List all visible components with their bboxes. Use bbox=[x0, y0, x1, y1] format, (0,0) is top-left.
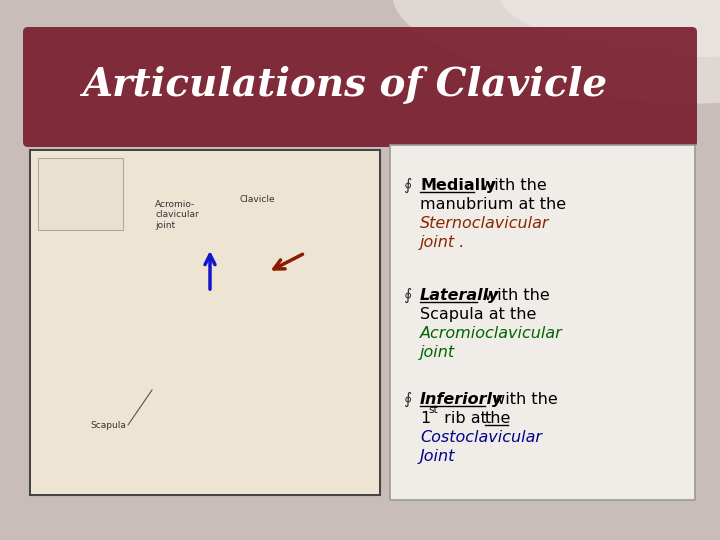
Text: with the: with the bbox=[479, 288, 550, 303]
Text: 1: 1 bbox=[420, 411, 431, 426]
Text: ∮: ∮ bbox=[403, 288, 411, 303]
Text: ∮: ∮ bbox=[403, 392, 411, 407]
FancyBboxPatch shape bbox=[23, 27, 697, 147]
Text: with the: with the bbox=[476, 178, 546, 193]
Text: st: st bbox=[428, 405, 438, 415]
Ellipse shape bbox=[500, 0, 720, 57]
Text: with the: with the bbox=[487, 392, 558, 407]
Text: Acromioclavicular: Acromioclavicular bbox=[420, 326, 563, 341]
Text: manubrium at the: manubrium at the bbox=[420, 197, 566, 212]
Text: Acromio-
clavicular
joint: Acromio- clavicular joint bbox=[155, 200, 199, 230]
FancyBboxPatch shape bbox=[390, 145, 695, 500]
Ellipse shape bbox=[393, 0, 720, 104]
Text: Laterally: Laterally bbox=[420, 288, 500, 303]
Text: ∮: ∮ bbox=[403, 178, 411, 193]
Text: joint: joint bbox=[420, 345, 455, 360]
Text: Sternoclavicular: Sternoclavicular bbox=[420, 216, 549, 231]
FancyBboxPatch shape bbox=[30, 150, 380, 495]
Text: Medially: Medially bbox=[420, 178, 496, 193]
Text: Articulations of Clavicle: Articulations of Clavicle bbox=[82, 66, 608, 104]
Text: Clavicle: Clavicle bbox=[240, 195, 276, 204]
Text: Joint: Joint bbox=[420, 449, 455, 464]
Text: Costoclavicular: Costoclavicular bbox=[420, 430, 542, 445]
Text: the: the bbox=[485, 411, 511, 426]
Text: Scapula: Scapula bbox=[90, 421, 126, 429]
Text: Scapula at the: Scapula at the bbox=[420, 307, 536, 322]
FancyBboxPatch shape bbox=[31, 151, 379, 494]
Text: rib at: rib at bbox=[439, 411, 492, 426]
Text: Inferiorly: Inferiorly bbox=[420, 392, 503, 407]
FancyBboxPatch shape bbox=[38, 158, 123, 230]
Text: joint .: joint . bbox=[420, 235, 465, 250]
